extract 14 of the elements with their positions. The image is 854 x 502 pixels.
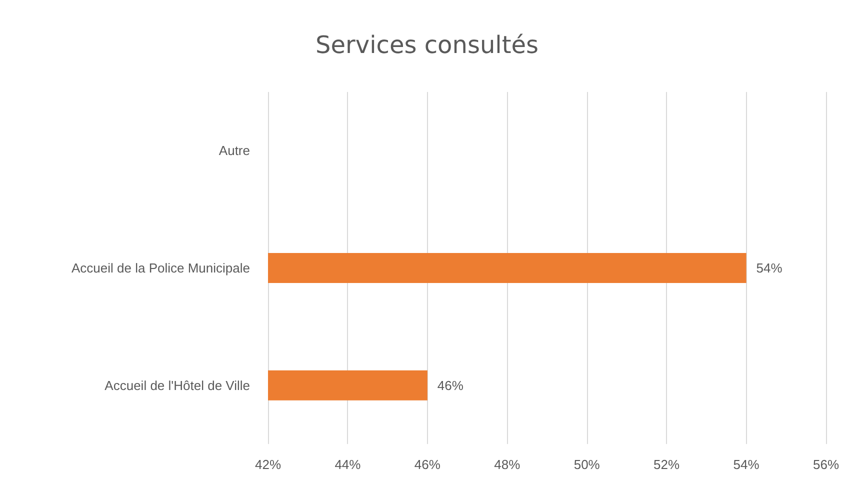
data-label: 54%	[756, 260, 783, 276]
chart-title: Services consultés	[316, 31, 538, 59]
x-tick-label: 50%	[574, 457, 600, 472]
x-tick-label: 54%	[733, 457, 760, 472]
y-tick-label: Accueil de l'Hôtel de Ville	[104, 378, 250, 393]
x-tick-label: 42%	[254, 457, 282, 472]
x-tick-label: 46%	[414, 457, 441, 472]
x-tick-label: 52%	[654, 457, 680, 472]
x-tick-label: 44%	[334, 457, 362, 472]
x-tick-label: 56%	[812, 457, 840, 472]
data-label: 46%	[437, 378, 464, 393]
x-tick-label: 48%	[494, 457, 521, 472]
y-tick-label: Autre	[218, 143, 250, 158]
y-tick-label: Accueil de la Police Municipale	[72, 260, 250, 276]
